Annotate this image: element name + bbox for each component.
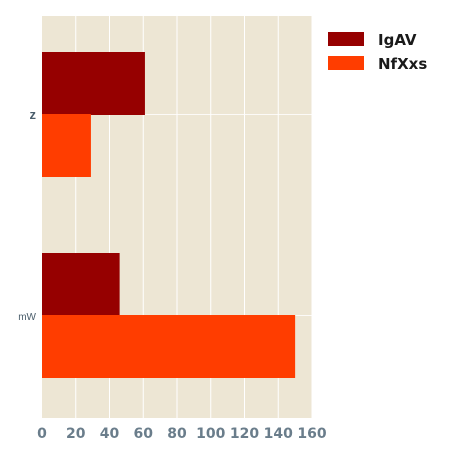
x-tick-label-120: 120 [230, 426, 259, 442]
y-category-label-mW: mW [18, 312, 36, 323]
y-category-label-z: z [30, 107, 37, 122]
x-tick-label-140: 140 [264, 426, 293, 442]
x-tick-label-160: 160 [297, 426, 326, 442]
x-tick-label-80: 80 [167, 426, 187, 442]
legend-label-NfXxs: NfXxs [378, 55, 427, 73]
bars [42, 52, 296, 378]
bar-NfXxs-mW [42, 315, 296, 378]
legend-item-IgAV[interactable]: IgAV [328, 31, 417, 49]
y-axis-category-labels: z mW [18, 107, 36, 323]
legend-label-IgAV: IgAV [378, 31, 417, 49]
bar-IgAV-mW [42, 253, 120, 316]
bar-IgAV-z [42, 52, 145, 115]
legend-swatch-NfXxs [328, 56, 364, 70]
x-tick-label-60: 60 [134, 426, 154, 442]
x-tick-label-40: 40 [100, 426, 120, 442]
x-tick-label-20: 20 [66, 426, 86, 442]
x-tick-label-100: 100 [196, 426, 225, 442]
x-axis-tick-labels: 0 20 40 60 80 100 120 140 160 [37, 426, 327, 442]
bar-NfXxs-z [42, 114, 91, 177]
legend[interactable]: IgAV NfXxs [328, 31, 427, 73]
legend-item-NfXxs[interactable]: NfXxs [328, 55, 427, 73]
legend-swatch-IgAV [328, 32, 364, 46]
x-tick-label-0: 0 [37, 426, 47, 442]
